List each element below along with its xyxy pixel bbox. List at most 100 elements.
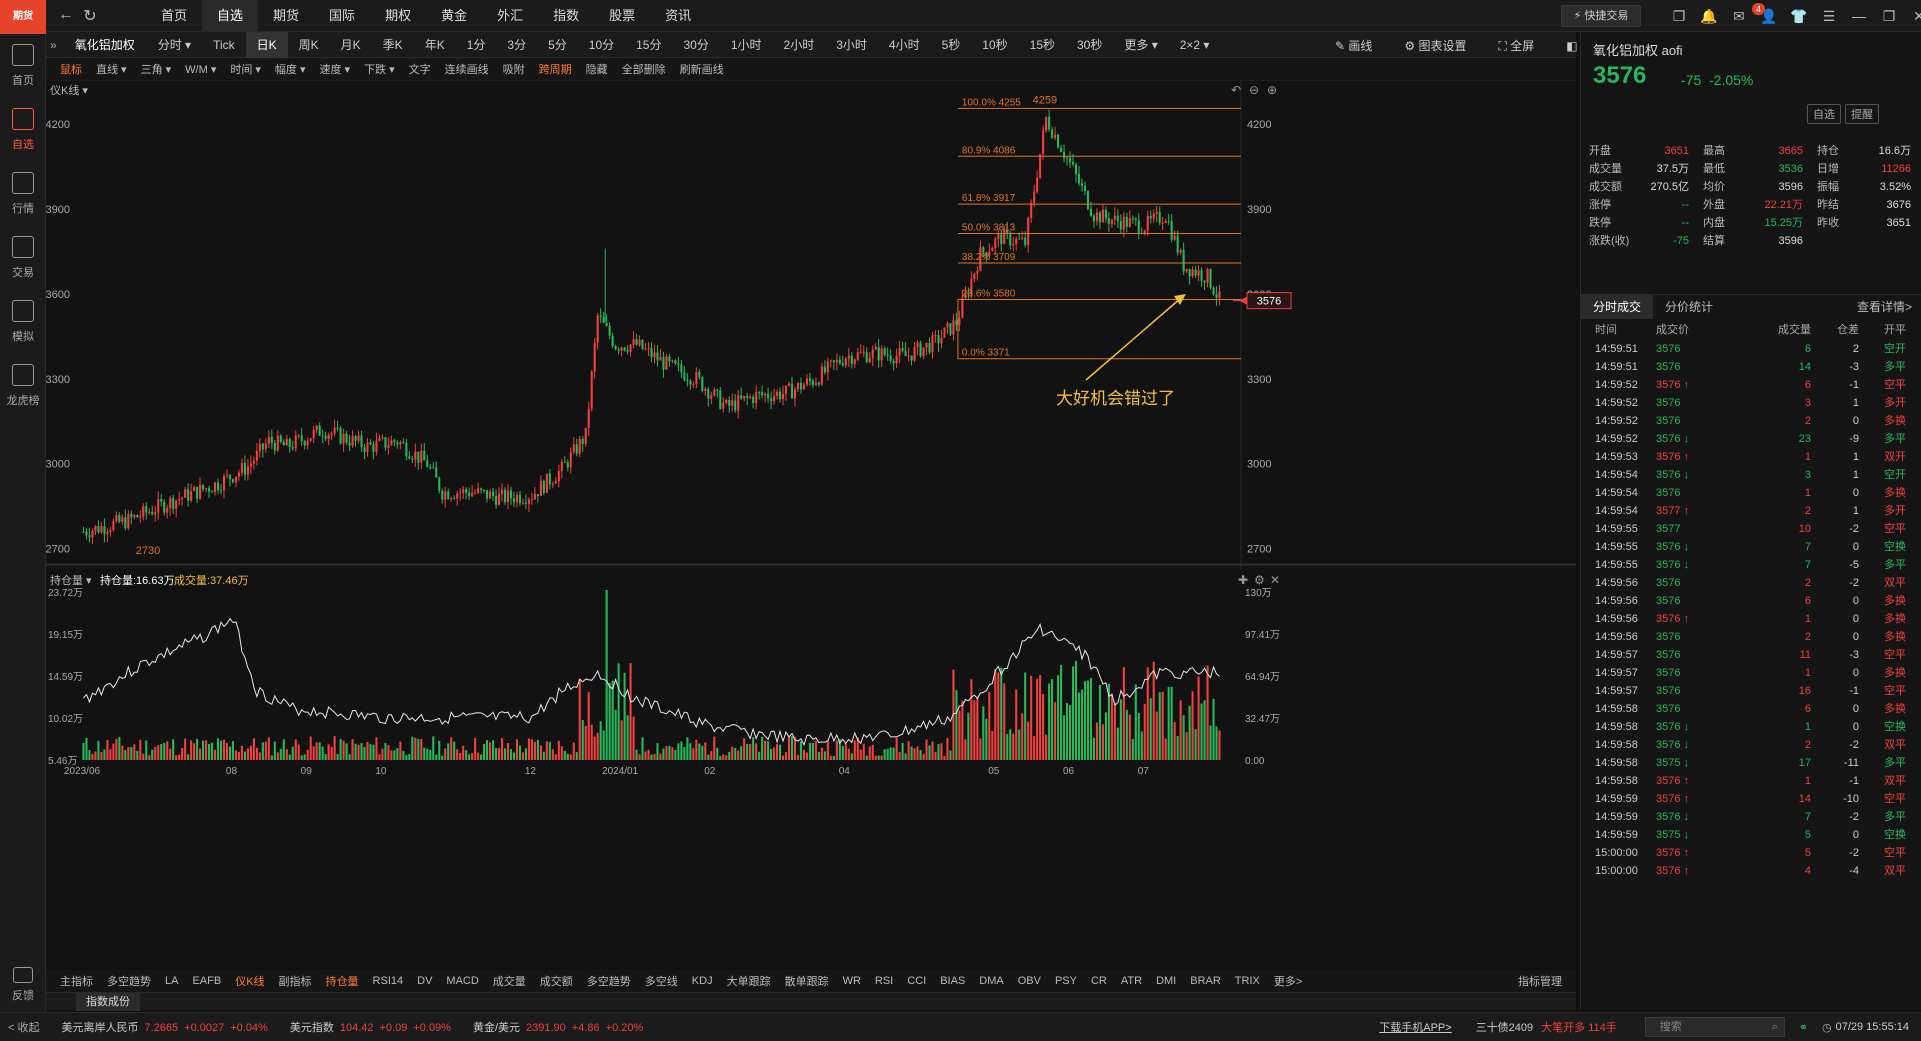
indicator-tab[interactable]: 多空线 bbox=[644, 976, 678, 988]
draw-tool[interactable]: 连续画线 bbox=[444, 64, 489, 76]
shirt-icon[interactable]: 👕 bbox=[1790, 8, 1808, 24]
draw-tool[interactable]: 直线 ▾ bbox=[96, 64, 127, 76]
period-tab[interactable]: 10分 bbox=[588, 37, 615, 52]
draw-tool[interactable]: 全部删除 bbox=[621, 64, 666, 76]
indicator-tab[interactable]: WR bbox=[842, 975, 861, 987]
period-tab[interactable]: 30分 bbox=[683, 37, 709, 52]
collapse-icon[interactable]: » bbox=[50, 37, 57, 52]
indicator-tab[interactable]: TRIX bbox=[1234, 975, 1260, 987]
nav-tab-2[interactable]: 期货 bbox=[273, 8, 300, 23]
indicator-tab[interactable]: KDJ bbox=[691, 975, 713, 987]
download-app-link[interactable]: 下载手机APP> bbox=[1379, 1022, 1452, 1034]
draw-tool[interactable]: 幅度 ▾ bbox=[274, 64, 306, 76]
kline-chart[interactable]: 仪K线 ▾42004200390039003600360033003300300… bbox=[46, 79, 1576, 970]
period-tab[interactable]: 5分 bbox=[548, 37, 567, 52]
period-tab[interactable]: 10秒 bbox=[982, 37, 1008, 52]
period-tab[interactable]: 周K bbox=[298, 37, 319, 52]
indicator-tab[interactable]: OBV bbox=[1017, 975, 1041, 987]
period-tab[interactable]: 月K bbox=[340, 37, 361, 52]
period-tab[interactable]: 日K bbox=[245, 31, 288, 58]
tick-tab[interactable]: 分时成交 bbox=[1581, 294, 1654, 319]
ticker-item[interactable]: 美元指数 104.42 +0.09 +0.09% bbox=[289, 1022, 451, 1034]
sidebar-item-rank[interactable]: 龙虎榜 bbox=[0, 354, 46, 418]
indicator-tab[interactable]: 多空趋势 bbox=[586, 976, 631, 988]
bond-ticker[interactable]: 三十债2409 bbox=[1475, 1022, 1534, 1034]
draw-tool[interactable]: W/M ▾ bbox=[185, 63, 217, 76]
alert-button[interactable]: 提醒 bbox=[1845, 104, 1879, 124]
link-icon[interactable]: ⚭ bbox=[1798, 1021, 1808, 1034]
ticker-item[interactable]: 美元离岸人民币 7.2665 +0.0027 +0.04% bbox=[61, 1022, 268, 1034]
tick-tab[interactable]: 查看详情> bbox=[1856, 299, 1912, 314]
bell-icon[interactable]: 🔔 bbox=[1700, 8, 1718, 24]
indicator-tab[interactable]: BIAS bbox=[940, 975, 966, 987]
restore-icon[interactable]: ❐ bbox=[1882, 8, 1896, 24]
indicator-tab[interactable]: 仪K线 bbox=[235, 976, 265, 988]
indicator-tab[interactable]: EAFB bbox=[192, 975, 222, 987]
period-tab[interactable]: 2小时 bbox=[783, 37, 815, 52]
period-tab[interactable]: 15分 bbox=[636, 37, 662, 52]
nav-tab-6[interactable]: 外汇 bbox=[497, 8, 524, 23]
close-icon[interactable]: ✕ bbox=[1913, 8, 1921, 24]
sidebar-item-home[interactable]: 首页 bbox=[0, 34, 46, 98]
nav-tab-1[interactable]: 自选 bbox=[202, 0, 259, 32]
period-tab[interactable]: 5秒 bbox=[941, 37, 961, 52]
period-tab[interactable]: 年K bbox=[424, 37, 445, 52]
indicator-tab[interactable]: 成交量 bbox=[492, 976, 526, 988]
mail-icon[interactable]: ✉ bbox=[1733, 8, 1745, 24]
period-tab[interactable]: 3分 bbox=[507, 37, 527, 52]
nav-tab-8[interactable]: 股票 bbox=[609, 8, 636, 23]
indicator-tab[interactable]: 更多> bbox=[1273, 976, 1303, 988]
draw-tool[interactable]: 时间 ▾ bbox=[230, 64, 261, 76]
sidebar-item-trade[interactable]: 交易 bbox=[0, 226, 46, 290]
period-tab[interactable]: 3小时 bbox=[836, 37, 867, 52]
draw-tool[interactable]: 文字 bbox=[408, 64, 431, 76]
sidebar-item-sim[interactable]: 模拟 bbox=[0, 290, 46, 354]
nav-tab-5[interactable]: 黄金 bbox=[441, 8, 468, 23]
draw-tool[interactable]: 三角 ▾ bbox=[140, 64, 172, 76]
back-arrow-icon[interactable]: ← bbox=[58, 6, 74, 23]
indicator-tab[interactable]: 指标管理 bbox=[1518, 976, 1562, 988]
indicator-tab[interactable]: BRAR bbox=[1190, 975, 1221, 987]
indicator-tab[interactable]: ATR bbox=[1120, 975, 1143, 987]
app-logo[interactable]: 期货 bbox=[0, 0, 46, 34]
tick-tab[interactable]: 分价统计 bbox=[1665, 299, 1714, 314]
collapse-button[interactable]: < 收起 bbox=[8, 1022, 40, 1034]
minimize-icon[interactable]: — bbox=[1852, 8, 1866, 24]
period-tab[interactable]: 季K bbox=[382, 37, 403, 52]
user-icon[interactable]: 👤 bbox=[1760, 8, 1778, 24]
period-tab[interactable]: 分时 ▾ bbox=[157, 37, 192, 52]
window-icon[interactable]: ❐ bbox=[1672, 8, 1686, 24]
indicator-tab[interactable]: PSY bbox=[1054, 975, 1077, 987]
watchlist-button[interactable]: 自选 bbox=[1807, 104, 1841, 124]
ticker-item[interactable]: 黄金/美元 2391.90 +4.86 +0.20% bbox=[472, 1022, 644, 1034]
nav-tab-0[interactable]: 首页 bbox=[161, 8, 188, 23]
fullscreen-button[interactable]: ⛶ 全屏 bbox=[1498, 38, 1535, 53]
indicator-tab[interactable]: 多空趋势 bbox=[107, 976, 151, 988]
draw-tool[interactable]: 刷新画线 bbox=[679, 64, 724, 76]
indicator-tab[interactable]: RSI bbox=[874, 975, 894, 987]
draw-tool[interactable]: 鼠标 bbox=[60, 64, 82, 76]
indicator-tab[interactable]: LA bbox=[165, 975, 179, 987]
subtab-index-components[interactable]: 指数成份 bbox=[76, 993, 140, 1011]
search-input[interactable]: 搜索 ⌕ bbox=[1644, 1017, 1785, 1037]
indicator-tab[interactable]: CCI bbox=[907, 975, 927, 987]
period-tab[interactable]: 4小时 bbox=[888, 37, 920, 52]
sidebar-item-watch[interactable]: 自选 bbox=[0, 98, 46, 162]
indicator-tab[interactable]: 大单跟踪 bbox=[726, 976, 771, 988]
indicator-tab[interactable]: RSI14 bbox=[372, 975, 404, 987]
indicator-tab[interactable]: DMA bbox=[979, 975, 1004, 987]
indicator-tab[interactable]: 副指标 bbox=[278, 976, 312, 988]
indicator-tab[interactable]: DMI bbox=[1156, 975, 1177, 987]
draw-button[interactable]: ✎ 画线 bbox=[1335, 38, 1373, 53]
period-tab[interactable]: 更多 ▾ bbox=[1124, 37, 1158, 52]
chart-settings-button[interactable]: ⚙ 图表设置 bbox=[1404, 38, 1467, 53]
sidebar-item-market[interactable]: 行情 bbox=[0, 162, 46, 226]
nav-tab-7[interactable]: 指数 bbox=[553, 8, 580, 23]
nav-tab-3[interactable]: 国际 bbox=[329, 8, 356, 23]
period-tab[interactable]: 2×2 ▾ bbox=[1179, 37, 1210, 52]
period-tab[interactable]: 15秒 bbox=[1029, 37, 1055, 52]
period-tab[interactable]: 1分 bbox=[466, 37, 486, 52]
period-tab[interactable]: 1小时 bbox=[730, 37, 762, 52]
draw-tool[interactable]: 下跌 ▾ bbox=[364, 64, 395, 76]
period-tab[interactable]: 30秒 bbox=[1077, 37, 1103, 52]
